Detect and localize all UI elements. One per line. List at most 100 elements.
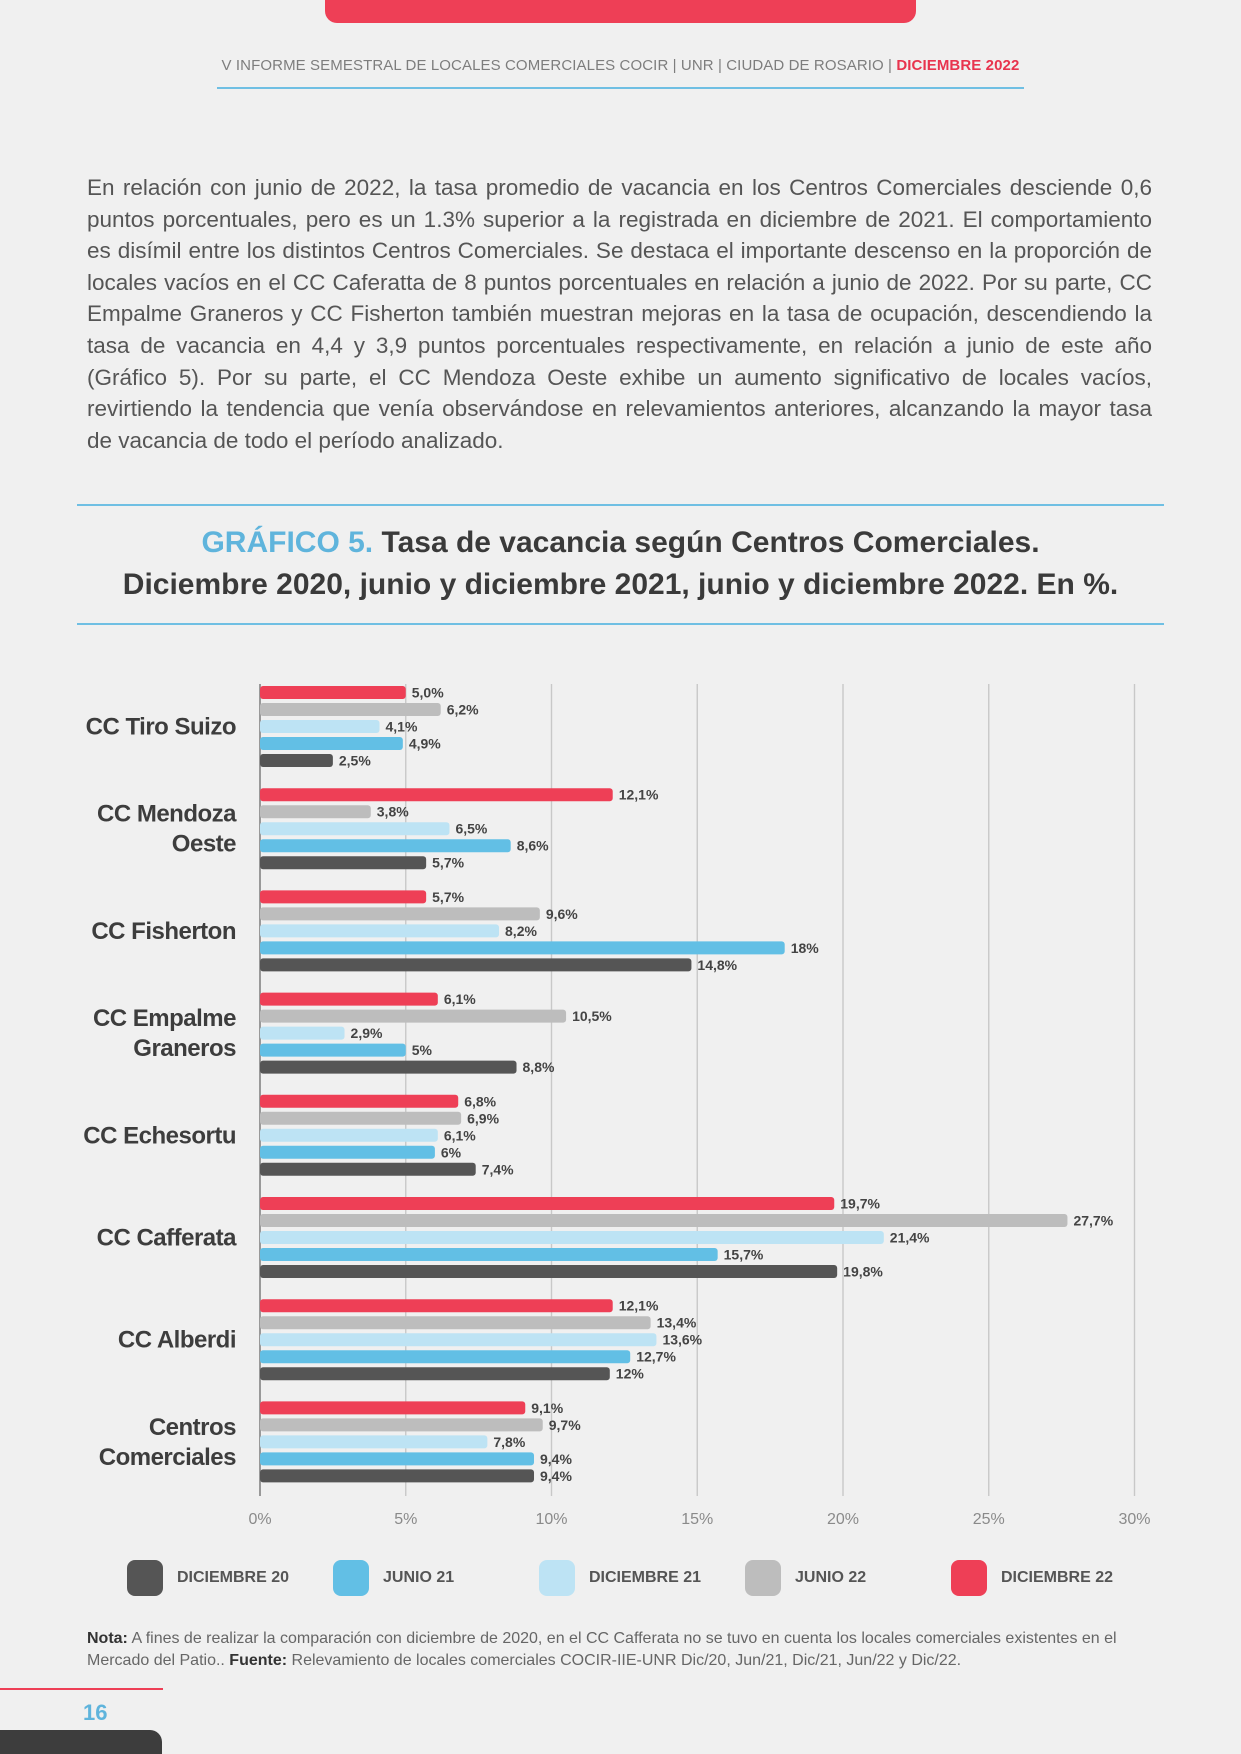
bar [260,1197,835,1210]
data-label: 12% [616,1366,645,1382]
category-label: CC Alberdi [118,1327,236,1354]
bar [260,805,371,819]
bar [260,1060,517,1074]
bar [260,788,613,802]
data-label: 19,8% [843,1264,883,1280]
bottom-decoration-tab [0,1730,162,1754]
category-label: CC Fisherton [91,918,236,945]
data-label: 9,6% [546,906,578,922]
legend-item: JUNIO 22 [745,1560,866,1596]
category-label: CC Empalme [93,1005,236,1032]
data-label: 8,6% [517,838,549,854]
bar [260,856,427,870]
category-label: CC Mendoza [97,801,237,828]
bar [260,1401,526,1415]
data-label: 6,2% [447,702,479,718]
bar [260,1111,462,1125]
running-header-text: V INFORME SEMESTRAL DE LOCALES COMERCIAL… [221,57,897,74]
running-header-date: DICIEMBRE 2022 [896,57,1020,74]
bar [260,907,540,921]
legend-label: DICIEMBRE 20 [177,1569,290,1586]
data-label: 7,8% [493,1434,525,1450]
bar [260,1094,459,1108]
data-label: 14,8% [697,957,737,973]
data-label: 6,8% [464,1093,496,1109]
source-text: Relevamiento de locales comerciales COCI… [287,1652,962,1669]
chart-title-prefix: GRÁFICO 5. [201,526,374,559]
data-label: 21,4% [890,1230,930,1246]
category-label: Centros [149,1414,236,1441]
bar [260,941,785,955]
bar [260,890,427,904]
legend-swatch [127,1560,163,1596]
data-label: 12,7% [636,1349,676,1365]
legend-label: JUNIO 22 [795,1569,867,1586]
bar [260,822,450,836]
data-label: 18% [791,940,820,956]
bar [260,839,511,853]
chart-legend: DICIEMBRE 20 JUNIO 21 DICIEMBRE 21 JUNIO 22… [0,1560,1241,1596]
bar [260,1248,718,1261]
bar [260,703,441,716]
x-tick-label: 0% [248,1511,271,1528]
bar [260,992,438,1006]
running-header: V INFORME SEMESTRAL DE LOCALES COMERCIAL… [0,57,1241,74]
legend-swatch [745,1560,781,1596]
bar [260,1128,438,1142]
footnote: Nota: A fines de realizar la comparación… [87,1628,1167,1672]
data-label: 9,4% [540,1468,572,1484]
bar [260,1009,567,1023]
data-label: 13,4% [657,1315,697,1331]
bar [260,686,406,699]
bar [260,1145,435,1159]
data-label: 6,1% [444,991,476,1007]
chart-title-top-rule [77,504,1164,506]
category-label: Oeste [172,831,236,858]
data-label: 6,5% [455,821,487,837]
data-label: 6,9% [467,1110,499,1126]
data-label: 2,9% [351,1025,383,1041]
data-label: 2,5% [339,753,371,769]
bar [260,1333,657,1347]
page-number: 16 [83,1700,108,1725]
note-text: A fines de realizar la comparación con d… [87,1630,1117,1669]
data-label: 5,7% [432,889,464,905]
data-label: 9,1% [531,1400,563,1416]
legend-item: JUNIO 21 [333,1560,454,1596]
data-label: 5% [412,1042,433,1058]
bar [260,1231,884,1244]
data-label: 4,9% [409,736,441,752]
data-label: 19,7% [840,1196,880,1212]
bar [260,737,403,750]
bar [260,1162,476,1176]
chart-title: GRÁFICO 5. Tasa de vacancia según Centro… [60,522,1181,606]
x-tick-label: 20% [827,1511,859,1528]
data-label: 10,5% [572,1008,612,1024]
data-label: 9,7% [549,1417,581,1433]
data-label: 3,8% [377,804,409,820]
bar [260,924,500,938]
header-divider [217,87,1024,89]
legend-swatch [539,1560,575,1596]
legend-label: JUNIO 21 [383,1569,455,1586]
chart-title-line2: Diciembre 2020, junio y diciembre 2021, … [122,568,1119,601]
chart-title-line1: Tasa de vacancia según Centros Comercial… [373,526,1040,559]
bar [260,1316,651,1330]
data-label: 13,6% [662,1332,702,1348]
data-label: 4,1% [386,719,418,735]
note-label: Nota: [87,1630,128,1647]
category-label: CC Tiro Suizo [86,714,236,741]
legend-label: DICIEMBRE 22 [1001,1569,1114,1586]
data-label: 8,2% [505,923,537,939]
bar [260,958,692,972]
bar [260,1026,345,1040]
data-label: 15,7% [724,1247,764,1263]
intro-paragraph: En relación con junio de 2022, la tasa p… [87,175,1152,453]
data-label: 5,0% [412,685,444,701]
data-label: 12,1% [619,1298,659,1314]
legend-label: DICIEMBRE 21 [589,1569,702,1586]
legend-item: DICIEMBRE 20 [127,1560,289,1596]
data-label: 27,7% [1073,1213,1113,1229]
x-tick-label: 25% [973,1511,1005,1528]
data-label: 6,1% [444,1127,476,1143]
